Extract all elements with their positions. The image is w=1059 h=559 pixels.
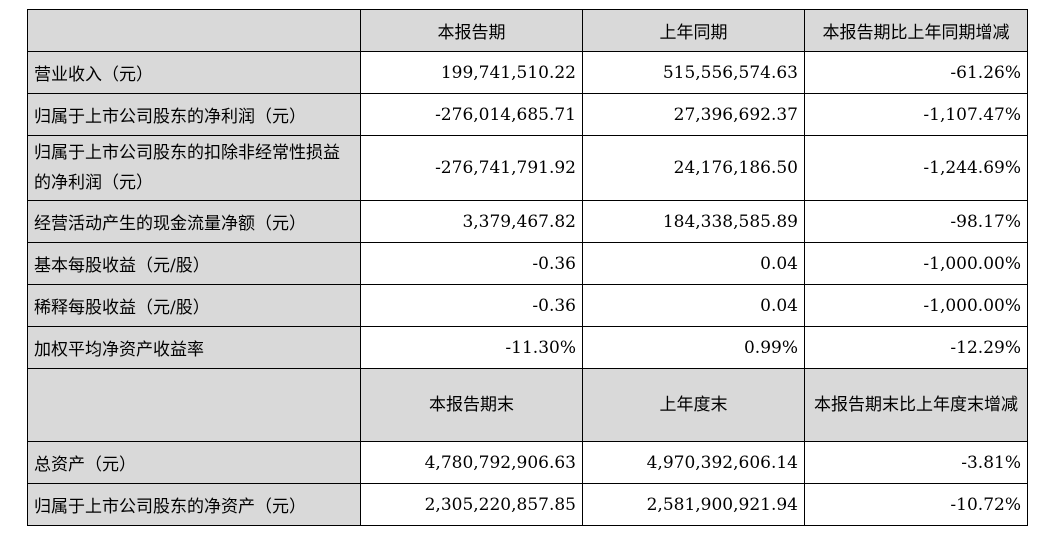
value-change: -12.29% [804,326,1028,369]
value-current: 4,780,792,906.63 [360,441,583,484]
value-current: -11.30% [360,326,583,369]
header-cell: 上年同期 [582,9,805,52]
value-change: -98.17% [804,200,1028,243]
header-cell: 上年度末 [582,368,805,442]
value-previous: 515,556,574.63 [582,51,805,94]
row-label: 稀释每股收益（元/股） [27,284,361,327]
value-change: -3.81% [804,441,1028,484]
header-cell: 本报告期 [360,9,583,52]
row-label: 基本每股收益（元/股） [27,242,361,285]
header-row: 本报告期 上年同期 本报告期比上年同期增减 [27,9,1028,52]
row-label: 加权平均净资产收益率 [27,326,361,369]
value-current: -276,014,685.71 [360,93,583,136]
value-current: -0.36 [360,284,583,327]
row-label: 归属于上市公司股东的扣除非经常性损益的净利润（元） [27,135,361,201]
value-previous: 0.04 [582,284,805,327]
value-previous: 27,396,692.37 [582,93,805,136]
row-label: 经营活动产生的现金流量净额（元） [27,200,361,243]
row-label: 归属于上市公司股东的净资产（元） [27,483,361,526]
value-previous: 0.99% [582,326,805,369]
financial-summary-table: 本报告期 上年同期 本报告期比上年同期增减 营业收入（元） 199,741,51… [27,9,1028,526]
value-current: -276,741,791.92 [360,135,583,201]
header-row: 本报告期末 上年度末 本报告期末比上年度末增减 [27,368,1028,442]
table-row: 基本每股收益（元/股） -0.36 0.04 -1,000.00% [27,242,1028,285]
value-change: -10.72% [804,483,1028,526]
header-cell: 本报告期末比上年度末增减 [804,368,1028,442]
row-label: 总资产（元） [27,441,361,484]
table-row: 归属于上市公司股东的净资产（元） 2,305,220,857.85 2,581,… [27,483,1028,526]
header-cell [27,9,361,52]
value-current: 199,741,510.22 [360,51,583,94]
value-previous: 4,970,392,606.14 [582,441,805,484]
table-row: 经营活动产生的现金流量净额（元） 3,379,467.82 184,338,58… [27,200,1028,243]
header-cell: 本报告期末 [360,368,583,442]
value-previous: 0.04 [582,242,805,285]
table-row: 营业收入（元） 199,741,510.22 515,556,574.63 -6… [27,51,1028,94]
value-previous: 2,581,900,921.94 [582,483,805,526]
value-current: -0.36 [360,242,583,285]
value-current: 2,305,220,857.85 [360,483,583,526]
value-current: 3,379,467.82 [360,200,583,243]
value-change: -1,000.00% [804,284,1028,327]
table-row: 总资产（元） 4,780,792,906.63 4,970,392,606.14… [27,441,1028,484]
header-cell: 本报告期比上年同期增减 [804,9,1028,52]
value-previous: 184,338,585.89 [582,200,805,243]
table-row: 归属于上市公司股东的扣除非经常性损益的净利润（元） -276,741,791.9… [27,135,1028,201]
row-label: 归属于上市公司股东的净利润（元） [27,93,361,136]
header-cell [27,368,361,442]
table-row: 稀释每股收益（元/股） -0.36 0.04 -1,000.00% [27,284,1028,327]
value-previous: 24,176,186.50 [582,135,805,201]
row-label: 营业收入（元） [27,51,361,94]
table-row: 归属于上市公司股东的净利润（元） -276,014,685.71 27,396,… [27,93,1028,136]
value-change: -1,244.69% [804,135,1028,201]
value-change: -61.26% [804,51,1028,94]
value-change: -1,107.47% [804,93,1028,136]
value-change: -1,000.00% [804,242,1028,285]
table-row: 加权平均净资产收益率 -11.30% 0.99% -12.29% [27,326,1028,369]
